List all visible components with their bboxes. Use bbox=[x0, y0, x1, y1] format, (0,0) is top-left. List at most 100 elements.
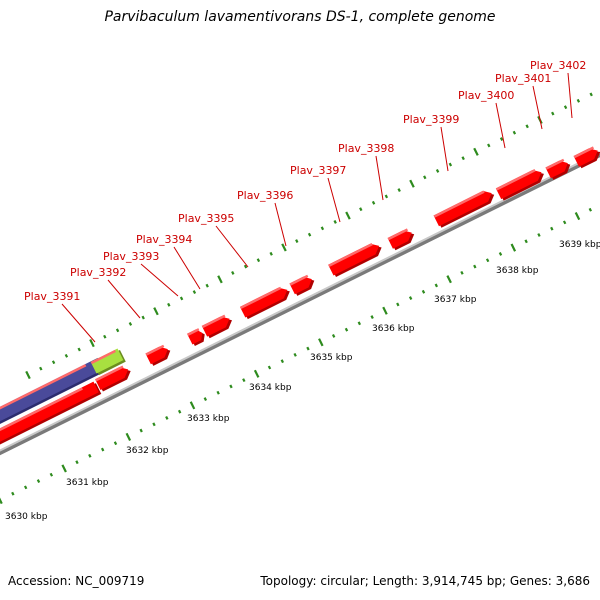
gene-highlight bbox=[573, 146, 595, 159]
gene-leader-line bbox=[215, 225, 249, 268]
scale-tick bbox=[89, 339, 95, 348]
gene-label-leaders bbox=[61, 72, 573, 343]
gene-leader-line bbox=[61, 303, 96, 343]
scale-tick bbox=[537, 233, 541, 237]
scale-tick-label: 3634 kbp bbox=[249, 383, 292, 393]
scale-tick bbox=[192, 290, 197, 295]
scale-tick bbox=[396, 302, 400, 307]
gene-labels: Plav_3391 Plav_3392 Plav_3393 Plav_3394 Plav… bbox=[24, 59, 586, 303]
scale-tick bbox=[203, 397, 208, 401]
scale-tick bbox=[435, 169, 440, 173]
scale-tick bbox=[370, 315, 374, 319]
scale-tick bbox=[357, 321, 362, 326]
gene-label-plav_3397: Plav_3397 bbox=[290, 164, 346, 177]
scale-tick bbox=[253, 369, 260, 378]
scale-tick bbox=[49, 472, 54, 477]
gene-feature-main bbox=[0, 381, 102, 453]
gene-body bbox=[495, 170, 542, 200]
scale-tick bbox=[306, 346, 310, 351]
gene-label-plav_3402: Plav_3402 bbox=[530, 59, 586, 72]
scale-tick bbox=[269, 251, 273, 256]
gene-body bbox=[239, 287, 288, 318]
gene-body bbox=[201, 316, 230, 337]
scale-tick bbox=[280, 359, 285, 364]
scale-tick-label: 3636 kbp bbox=[372, 324, 415, 334]
scale-tick bbox=[64, 353, 69, 358]
gene-highlight bbox=[495, 169, 536, 191]
scale-tick bbox=[318, 338, 324, 347]
scale-tick bbox=[562, 220, 567, 225]
gene-leader-line bbox=[140, 263, 179, 297]
scale-tick bbox=[243, 264, 248, 269]
gene-highlight bbox=[239, 286, 282, 310]
scale-tick bbox=[179, 296, 184, 301]
gene-highlight bbox=[90, 349, 116, 365]
gene-feature-9 bbox=[545, 158, 571, 180]
scale-tick-label: 3639 kbp bbox=[559, 240, 600, 250]
gene-leader-line bbox=[375, 155, 384, 201]
scale-tick bbox=[487, 143, 491, 148]
scale-tick bbox=[460, 270, 464, 275]
scale-tick-label: 3633 kbp bbox=[187, 414, 230, 424]
gene-leader-line bbox=[327, 177, 341, 223]
scale-tick bbox=[371, 200, 376, 205]
scale-tick bbox=[434, 283, 439, 288]
scale-tick bbox=[485, 258, 490, 263]
scale-tick bbox=[25, 370, 31, 380]
genome-title: Parvibaculum lavamentivorans DS-1, compl… bbox=[104, 9, 496, 25]
scale-tick bbox=[165, 416, 169, 420]
gene-highlight bbox=[145, 344, 165, 356]
gene-leader-line bbox=[440, 126, 449, 172]
gene-feature-7 bbox=[433, 190, 495, 228]
scale-tick bbox=[205, 283, 209, 288]
scale-tick bbox=[167, 302, 171, 307]
accession-text: Accession: NC_009719 bbox=[8, 574, 145, 588]
scale-tick bbox=[589, 92, 593, 97]
gene-label-plav_3393: Plav_3393 bbox=[103, 250, 159, 263]
scale-tick bbox=[344, 327, 349, 332]
scale-tick bbox=[153, 307, 159, 316]
gene-label-plav_3394: Plav_3394 bbox=[136, 233, 192, 246]
gene-highlight bbox=[0, 364, 87, 423]
scale-tick-label: 3638 kbp bbox=[496, 266, 539, 276]
scale-tick bbox=[217, 275, 223, 284]
gene-label-plav_3392: Plav_3392 bbox=[70, 266, 126, 279]
genome-summary-text: Topology: circular; Length: 3,914,745 bp… bbox=[260, 574, 590, 588]
scale-tick bbox=[88, 453, 92, 458]
scale-tick bbox=[113, 441, 118, 446]
scale-tick-ring-upper bbox=[25, 92, 593, 380]
gene-highlight bbox=[0, 387, 83, 442]
scale-tick bbox=[115, 328, 120, 333]
scale-tick bbox=[345, 211, 351, 220]
scale-tick bbox=[36, 479, 41, 483]
gene-leader-line bbox=[495, 102, 506, 149]
scale-tick bbox=[574, 211, 581, 221]
scale-tick bbox=[524, 239, 528, 244]
scale-tick bbox=[333, 220, 337, 224]
scale-tick bbox=[499, 137, 504, 141]
gene-highlight bbox=[95, 365, 124, 382]
scale-tick bbox=[550, 226, 554, 231]
scale-tick bbox=[512, 130, 517, 135]
scale-tick bbox=[397, 188, 401, 192]
scale-tick bbox=[229, 384, 233, 389]
scale-tick bbox=[189, 401, 196, 410]
gene-feature-0 bbox=[145, 344, 171, 366]
gene-label-plav_3391: Plav_3391 bbox=[24, 290, 80, 303]
scale-tick bbox=[408, 296, 413, 301]
scale-tick-label: 3632 kbp bbox=[126, 446, 169, 456]
scale-tick bbox=[128, 322, 133, 326]
gene-leader-line bbox=[567, 72, 573, 119]
scale-tick bbox=[510, 243, 517, 252]
scale-tick bbox=[125, 432, 132, 441]
gene-leader-line bbox=[274, 202, 287, 247]
scale-tick bbox=[11, 491, 15, 496]
gene-body bbox=[95, 367, 129, 390]
scale-tick bbox=[307, 232, 312, 237]
scale-tick-label: 3635 kbp bbox=[310, 353, 353, 363]
scale-tick bbox=[576, 98, 581, 103]
scale-tick bbox=[216, 390, 220, 395]
scale-tick bbox=[75, 460, 79, 465]
gene-highlight bbox=[387, 228, 409, 241]
